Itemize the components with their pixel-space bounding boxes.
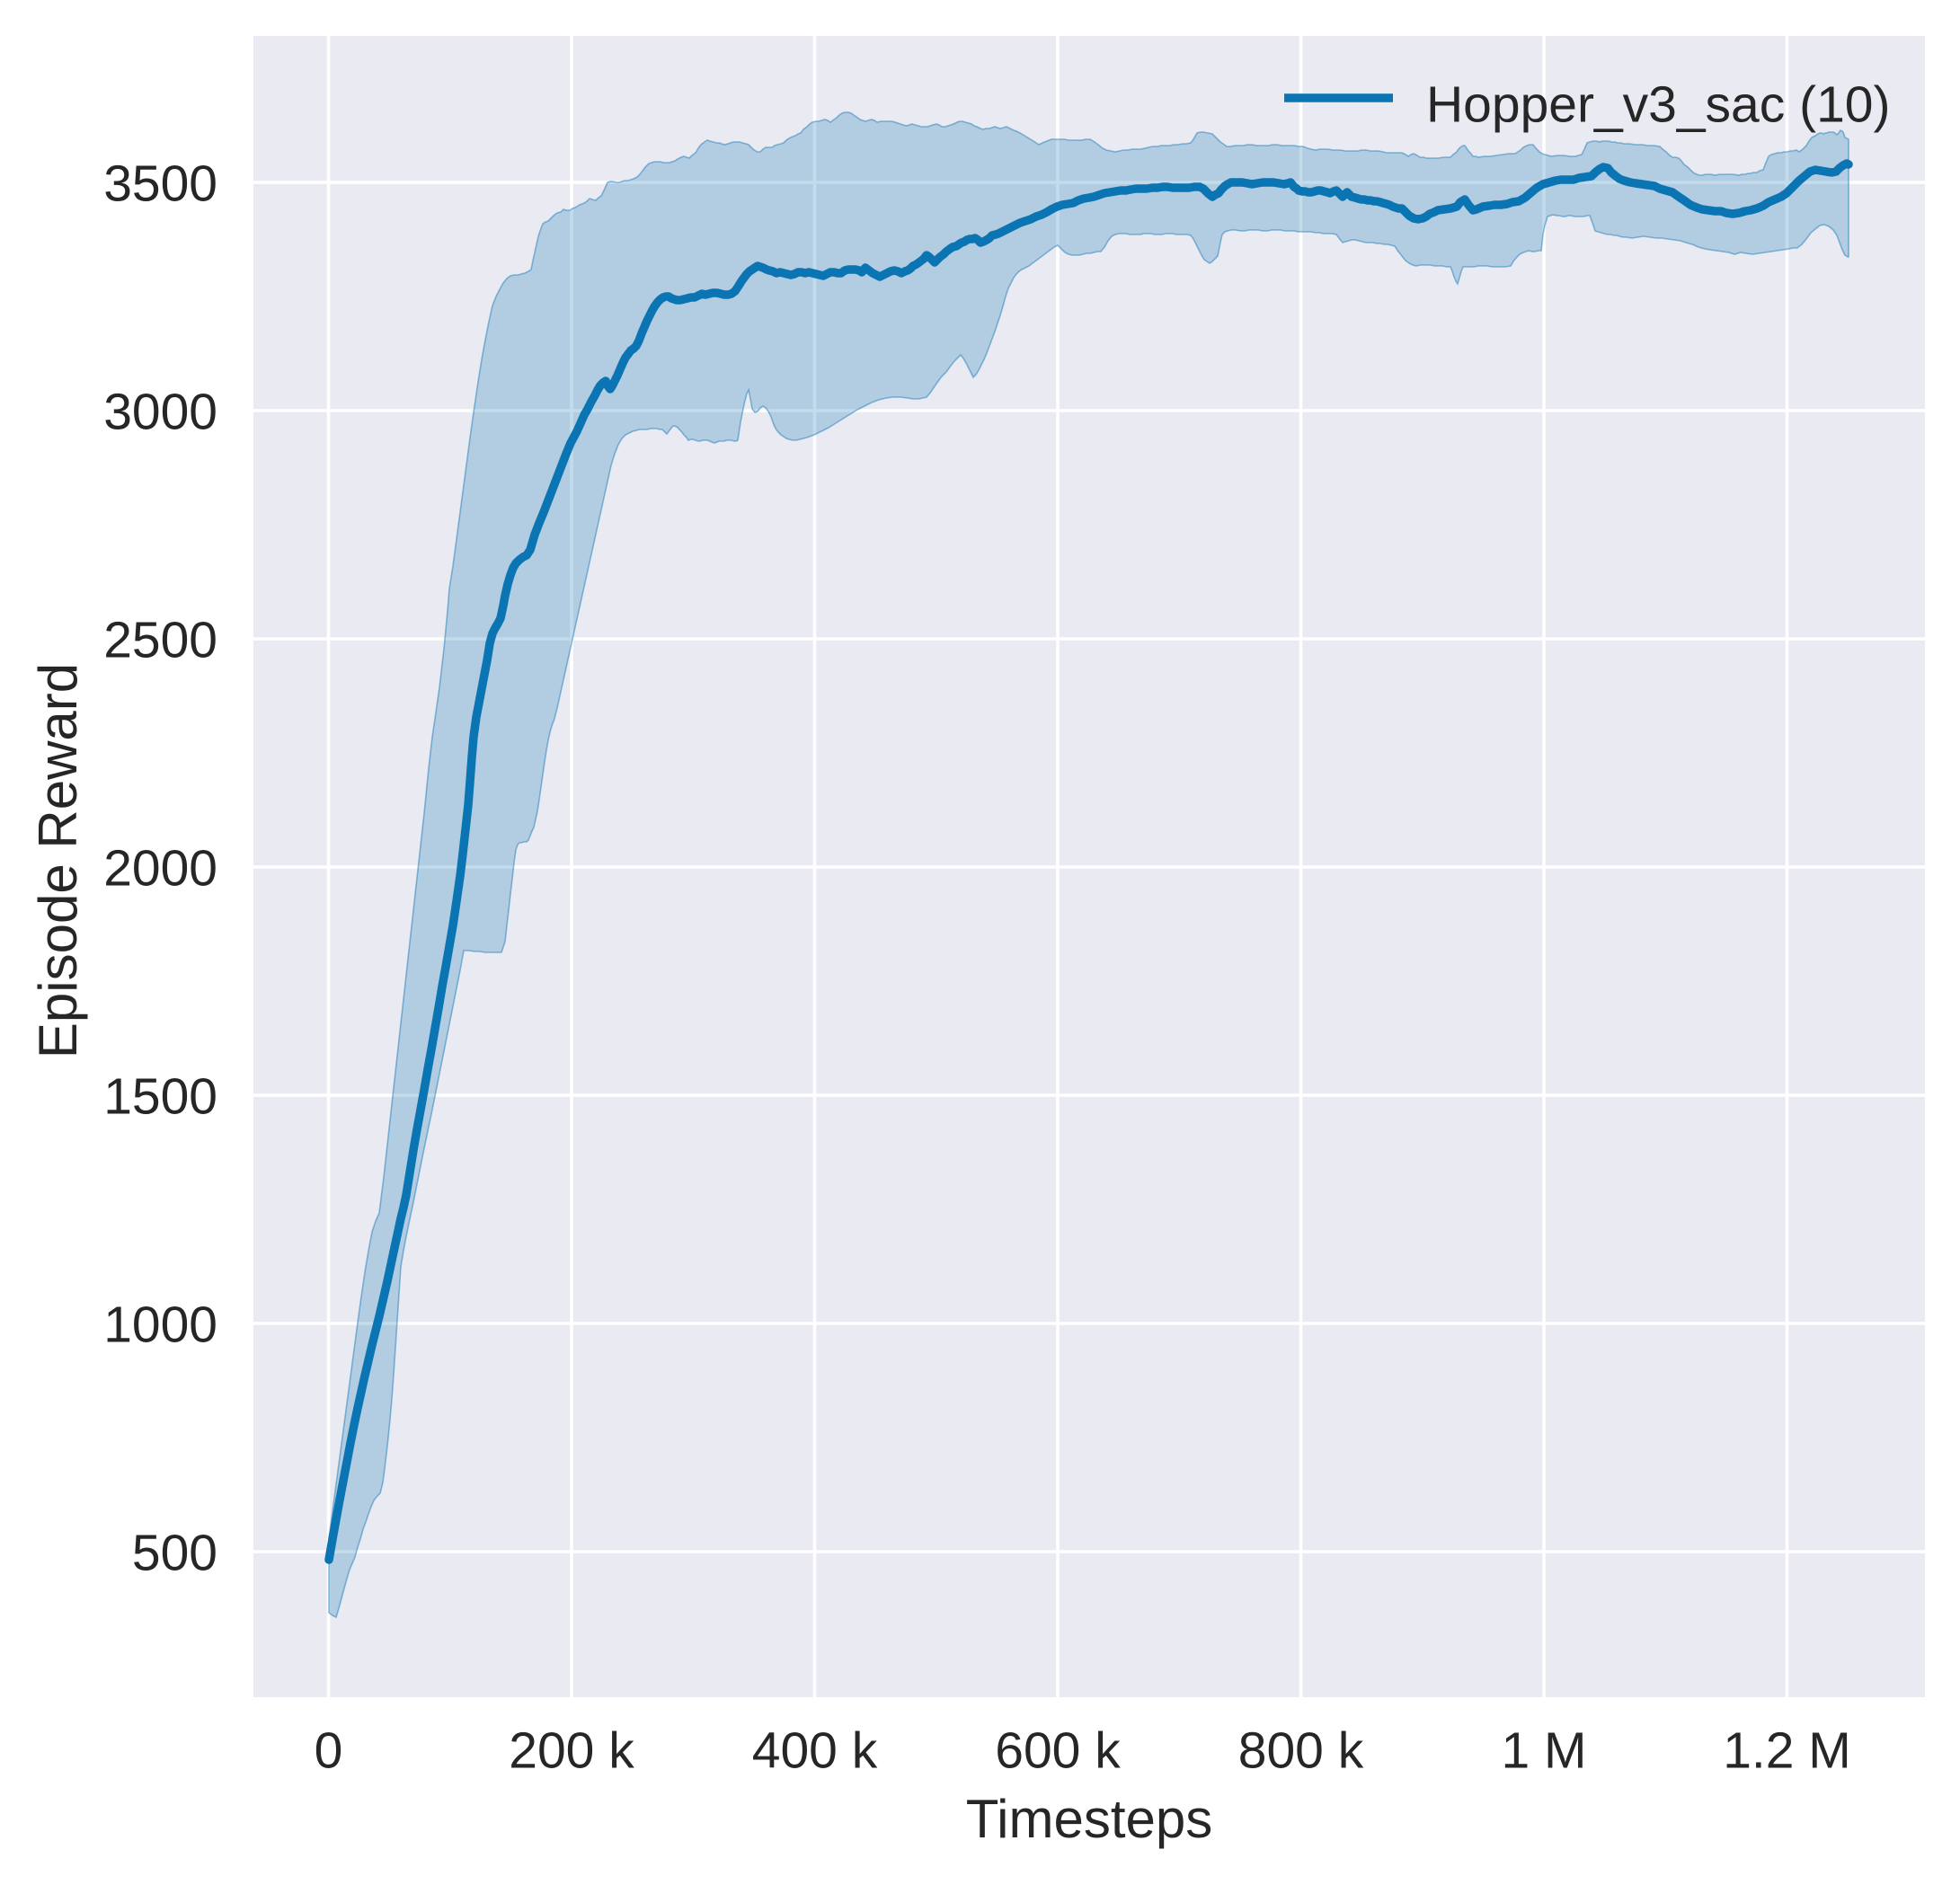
svg-text:400 k: 400 k bbox=[752, 1722, 878, 1780]
svg-text:0: 0 bbox=[315, 1722, 343, 1780]
svg-text:2500: 2500 bbox=[103, 611, 217, 668]
svg-text:3000: 3000 bbox=[103, 383, 217, 440]
svg-text:Episode Reward: Episode Reward bbox=[28, 663, 88, 1058]
svg-text:2000: 2000 bbox=[103, 839, 217, 897]
svg-text:3500: 3500 bbox=[103, 155, 217, 212]
svg-text:1000: 1000 bbox=[103, 1296, 217, 1353]
svg-text:200 k: 200 k bbox=[509, 1722, 634, 1780]
svg-text:Hopper_v3_sac (10): Hopper_v3_sac (10) bbox=[1426, 76, 1890, 134]
svg-text:Timesteps: Timesteps bbox=[966, 1789, 1213, 1849]
svg-text:600 k: 600 k bbox=[995, 1722, 1121, 1780]
svg-text:1 M: 1 M bbox=[1501, 1722, 1586, 1780]
svg-text:1500: 1500 bbox=[103, 1067, 217, 1125]
svg-text:800 k: 800 k bbox=[1238, 1722, 1364, 1780]
svg-text:500: 500 bbox=[132, 1524, 217, 1581]
svg-text:1.2 M: 1.2 M bbox=[1723, 1722, 1851, 1780]
